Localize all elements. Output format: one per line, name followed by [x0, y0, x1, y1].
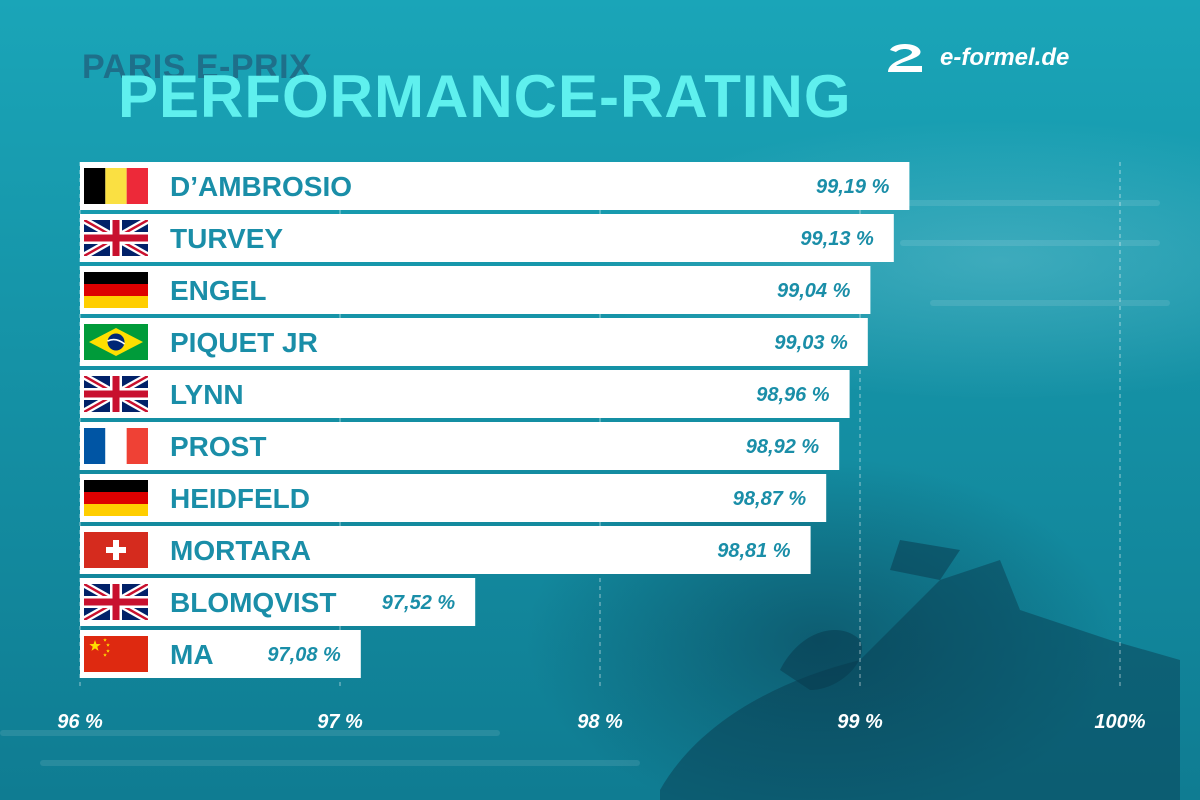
- bar-value-label: 99,04 %: [777, 280, 851, 302]
- bar-row: MA 97,08 %: [80, 630, 361, 678]
- motion-streak: [930, 300, 1170, 306]
- x-tick-label: 99 %: [837, 711, 883, 733]
- bar: [80, 214, 894, 262]
- bar-value-label: 98,96 %: [756, 384, 830, 406]
- bar-row: D’AMBROSIO 99,19 %: [80, 162, 910, 210]
- united-kingdom-flag-icon: [84, 220, 148, 256]
- motion-streak: [860, 200, 1160, 206]
- driver-name-label: MA: [170, 639, 214, 670]
- bar-row: TURVEY 99,13 %: [80, 214, 894, 262]
- driver-name-label: TURVEY: [170, 223, 283, 254]
- bars: D’AMBROSIO 99,19 % TURVEY 99,13 % ENGEL 99,04…: [80, 162, 910, 678]
- france-flag-icon: [84, 428, 148, 464]
- x-tick-label: 96 %: [57, 711, 103, 733]
- bar: [80, 370, 850, 418]
- driver-name-label: LYNN: [170, 379, 244, 410]
- bar-value-label: 98,87 %: [733, 488, 807, 510]
- motion-streak: [0, 730, 500, 736]
- belgium-flag-icon: [84, 168, 148, 204]
- e-formel-logo-icon: [888, 44, 922, 72]
- bar-row: PIQUET JR 99,03 %: [80, 318, 868, 366]
- bar: [80, 526, 811, 574]
- bar-value-label: 99,13 %: [800, 228, 874, 250]
- driver-name-label: D’AMBROSIO: [170, 171, 352, 202]
- driver-name-label: MORTARA: [170, 535, 311, 566]
- x-tick-label: 100%: [1094, 711, 1145, 733]
- united-kingdom-flag-icon: [84, 376, 148, 412]
- bar: [80, 318, 868, 366]
- bar-value-label: 97,52 %: [382, 592, 456, 614]
- brand-name: e-formel.de: [940, 44, 1070, 71]
- x-tick-label: 98 %: [577, 711, 623, 733]
- bar: [80, 266, 871, 314]
- germany-flag-icon: [84, 272, 148, 308]
- x-tick-label: 97 %: [317, 711, 363, 733]
- bar-value-label: 98,81 %: [717, 540, 791, 562]
- x-axis-ticks: 96 % 97 % 98 % 99 % 100%: [57, 711, 1146, 733]
- bar: [80, 422, 840, 470]
- bar-row: LYNN 98,96 %: [80, 370, 850, 418]
- driver-name-label: PROST: [170, 431, 266, 462]
- bar-value-label: 98,92 %: [746, 436, 820, 458]
- bar-row: MORTARA 98,81 %: [80, 526, 811, 574]
- brazil-flag-icon: [84, 324, 148, 360]
- chart-subtitle: PARIS E-PRIX: [82, 48, 313, 86]
- bar-row: BLOMQVIST 97,52 %: [80, 578, 476, 626]
- united-kingdom-flag-icon: [84, 584, 148, 620]
- race-car-silhouette: [660, 540, 1180, 800]
- bar-value-label: 97,08 %: [267, 644, 341, 666]
- bar: [80, 162, 910, 210]
- motion-streak: [900, 240, 1160, 246]
- driver-name-label: BLOMQVIST: [170, 587, 336, 618]
- driver-name-label: ENGEL: [170, 275, 266, 306]
- bar-row: PROST 98,92 %: [80, 422, 840, 470]
- china-flag-icon: [84, 636, 148, 672]
- motion-streak: [40, 760, 640, 766]
- bar-value-label: 99,03 %: [774, 332, 848, 354]
- driver-name-label: HEIDFELD: [170, 483, 310, 514]
- bar: [80, 474, 827, 522]
- chart-title: PERFORMANCE-RATING: [118, 63, 852, 130]
- bar-row: ENGEL 99,04 %: [80, 266, 871, 314]
- bar-row: HEIDFELD 98,87 %: [80, 474, 827, 522]
- switzerland-flag-icon: [84, 532, 148, 568]
- germany-flag-icon: [84, 480, 148, 516]
- brand-logo: e-formel.de: [884, 40, 1069, 76]
- driver-name-label: PIQUET JR: [170, 327, 318, 358]
- bar-value-label: 99,19 %: [816, 176, 890, 198]
